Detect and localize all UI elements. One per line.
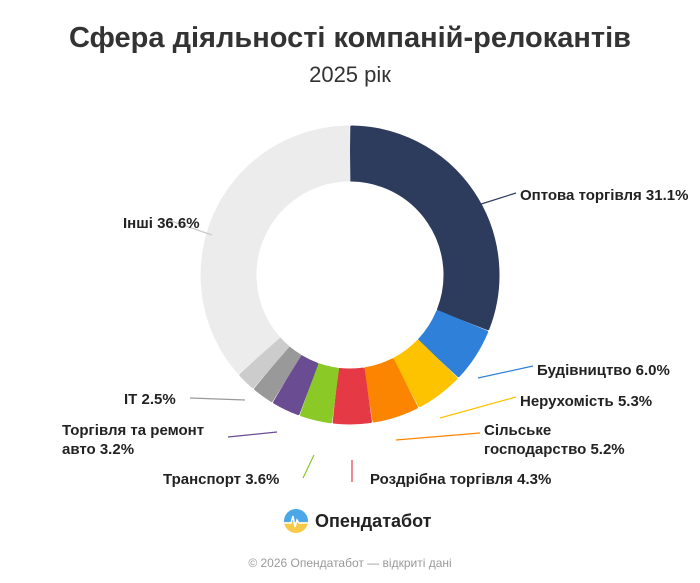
leader-line (302, 454, 315, 479)
leader-line (189, 397, 246, 401)
slice-сільське-господарство (363, 358, 418, 423)
slice-інші (200, 125, 351, 374)
label-transport: Транспорт 3.6% (163, 471, 280, 488)
logo-text: Опендатабот (315, 510, 432, 531)
label-construction: Будівництво 6.0% (537, 362, 670, 379)
slice-транспорт (300, 363, 340, 424)
footer-copyright: © 2026 Опендатабот — відкриті дані (248, 556, 452, 570)
label-other: Інші 36.6% (123, 215, 200, 232)
label-real-estate: Нерухомість 5.3% (520, 393, 653, 410)
leader-line (395, 432, 481, 441)
label-agriculture-line2: господарство 5.2% (484, 441, 625, 458)
label-auto-line1: Торгівля та ремонт (62, 422, 205, 439)
label-agriculture-line1: Сільське (484, 422, 552, 439)
slice-unlabeled (239, 337, 290, 389)
leader-line (477, 365, 534, 379)
label-retail: Роздрібна торгівля 4.3% (370, 471, 552, 488)
label-auto-line2: авто 3.2% (62, 441, 135, 458)
slice-торгівля-та-ремонт-авто (273, 355, 319, 416)
leader-line (167, 219, 213, 236)
leader-line (227, 431, 278, 438)
opendatabot-logo-icon (284, 509, 308, 533)
chart-subtitle: 2025 рік (309, 62, 391, 87)
chart-title: Сфера діяльності компаній-релокантів (69, 22, 631, 54)
label-wholesale: Оптова торгівля 31.1% (520, 187, 689, 204)
leader-line (477, 192, 517, 206)
slice-нерухомість (393, 339, 458, 408)
slice-будівництво (418, 310, 489, 378)
label-it: IT 2.5% (124, 391, 176, 408)
label-agriculture: Сільське господарство 5.2% (484, 421, 625, 459)
opendatabot-logo: Опендатабот (283, 508, 432, 534)
leader-line (439, 396, 517, 419)
label-auto-trade: Торгівля та ремонт авто 3.2% (62, 421, 204, 459)
slice-it (254, 346, 302, 403)
slice-роздрібна-торгівля (332, 367, 372, 425)
slice-оптова-торгівля (349, 125, 500, 331)
